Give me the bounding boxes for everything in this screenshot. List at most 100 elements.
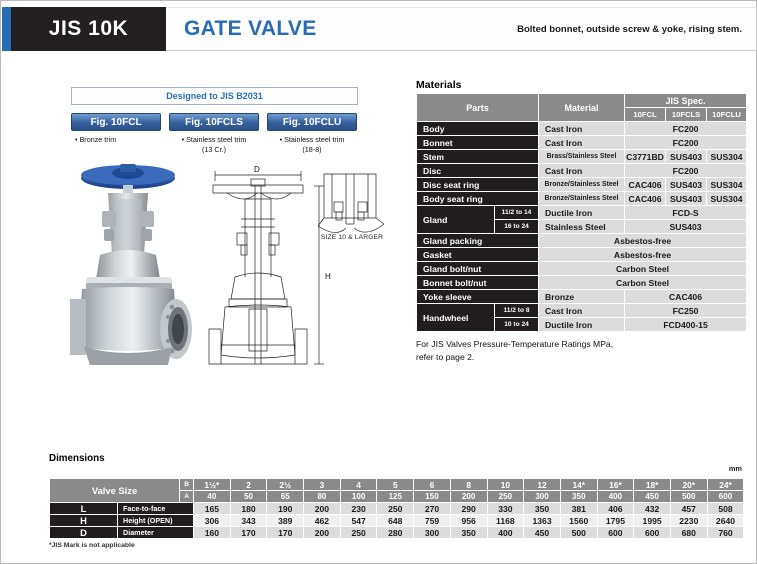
dimension-value: 500: [559, 526, 598, 539]
dimension-value: 432: [633, 502, 671, 515]
unit-label: mm: [728, 464, 742, 473]
dimension-name: Height (OPEN): [116, 514, 195, 527]
table-row: L Face-to-face 165 180 190 200 230 250 2…: [49, 502, 745, 515]
dimension-value: 547: [339, 514, 378, 527]
figure-title-bar: Fig. 10FCL: [71, 113, 161, 131]
header-spec-10fcls: 10FCLS: [665, 107, 708, 122]
figure-note: • Bronze trim: [71, 135, 161, 145]
part-material: Stainless Steel: [538, 219, 626, 234]
dimension-value: 160: [193, 526, 231, 539]
part-material: Bronze: [538, 289, 626, 304]
standard-label: JIS 10K: [48, 17, 129, 40]
figure-name: Fig. 10FCL: [90, 116, 142, 128]
part-spec: SUS403: [665, 177, 708, 192]
part-name: Stem: [415, 149, 540, 164]
part-spec: FC200: [624, 163, 748, 178]
size-a: 65: [266, 490, 305, 503]
part-name: Bonnet bolt/nut: [415, 275, 540, 290]
size-a: 40: [193, 490, 231, 503]
materials-header-row: Parts Material JIS Spec.: [415, 93, 748, 122]
table-row: H Height (OPEN) 306 343 389 462 547 648 …: [49, 514, 745, 527]
dimension-code: L: [49, 502, 118, 515]
part-spec: CAC406: [624, 289, 748, 304]
dimension-value: 290: [449, 502, 488, 515]
size-b: 8: [449, 478, 488, 491]
figure-note: • Stainless steel trim (18-8): [267, 135, 357, 154]
dimension-value: 1363: [523, 514, 561, 527]
header-material: Material: [538, 93, 626, 122]
part-spec: FC200: [624, 121, 748, 136]
size-a: 450: [633, 490, 671, 503]
part-size-range: 10 to 24: [493, 317, 540, 332]
dimension-value: 400: [486, 526, 525, 539]
dimension-code: H: [49, 514, 118, 527]
part-name: Gland: [416, 205, 495, 234]
part-spec: FCD400-15: [624, 317, 748, 332]
part-spec: FC250: [624, 303, 748, 318]
dimension-value: 170: [266, 526, 305, 539]
dimension-code: D: [49, 526, 118, 539]
dimension-value: 200: [303, 502, 341, 515]
size-b: 10: [486, 478, 525, 491]
dimension-value: 2640: [706, 514, 745, 527]
size-a: 100: [339, 490, 378, 503]
valve-size-header: Valve Size: [48, 478, 181, 503]
figure-title-bar: Fig. 10FCLU: [267, 113, 357, 131]
part-material: Cast Iron: [538, 121, 626, 136]
figure-note: • Stainless steel trim (13 Cr.): [169, 135, 259, 154]
table-row: 10 to 24 Ductile Iron FCD400-15: [417, 317, 748, 332]
figure-note-line2: (13 Cr.): [202, 144, 226, 154]
dimension-value: 270: [413, 502, 451, 515]
table-row: Stem Brass/Stainless Steel C3771BD SUS40…: [415, 149, 748, 164]
dimension-value: 389: [266, 514, 305, 527]
part-name: Gland bolt/nut: [415, 261, 540, 276]
dimension-value: 250: [339, 526, 378, 539]
part-name: Body seat ring: [415, 191, 540, 206]
dimension-value: 280: [376, 526, 415, 539]
table-row: Handwheel 11/2 to 8 Cast Iron FC250: [416, 303, 748, 332]
size-b: 18*: [633, 478, 671, 491]
dimension-value: 180: [229, 502, 268, 515]
page-header: JIS 10K GATE VALVE Bolted bonnet, outsid…: [2, 7, 757, 51]
part-spec: SUS403: [624, 219, 748, 234]
standard-badge: JIS 10K: [11, 7, 166, 51]
size-b: 24*: [706, 478, 745, 491]
size-b: 12: [523, 478, 561, 491]
dimension-value: 1168: [486, 514, 525, 527]
materials-subheader-row: 10FCL 10FCLS 10FCLU: [417, 107, 748, 122]
size-a: 350: [559, 490, 598, 503]
part-spec: C3771BD: [624, 149, 667, 164]
header-accent-bar: [2, 7, 11, 51]
dimension-value: 250: [376, 502, 415, 515]
materials-title: Materials: [416, 79, 462, 91]
valve-section-drawing: D H: [208, 165, 331, 365]
table-row: Body seat ring Bronze/Stainless Steel CA…: [415, 191, 748, 206]
size-b: 1½*: [193, 478, 231, 491]
table-row: Gasket Asbestos-free: [415, 247, 748, 262]
dimensions-header-row-b: Valve Size B 1½* 2 2½ 3 4 5 6 8 10 12 14…: [48, 478, 745, 503]
size-a: 50: [229, 490, 268, 503]
table-row: Bonnet bolt/nut Carbon Steel: [415, 275, 748, 290]
page-subtitle: Bolted bonnet, outside screw & yoke, ris…: [517, 23, 742, 35]
part-spec: Carbon Steel: [538, 261, 748, 276]
part-name: Disc seat ring: [415, 177, 540, 192]
part-material: Bronze/Stainless Steel: [538, 177, 626, 192]
header-title-area: GATE VALVE Bolted bonnet, outside screw …: [166, 7, 757, 51]
size-a: 600: [706, 490, 745, 503]
part-size-range: 11/2 to 8: [493, 303, 540, 318]
dimension-name: Diameter: [116, 526, 195, 539]
row-label-a: A: [179, 490, 195, 503]
dimension-value: 1995: [633, 514, 671, 527]
part-name: Disc: [415, 163, 540, 178]
size-a: 200: [449, 490, 488, 503]
detail-caption: SIZE 10 & LARGER: [320, 234, 384, 241]
header-spec-10fcl: 10FCL: [624, 107, 667, 122]
part-material: Brass/Stainless Steel: [538, 149, 626, 164]
part-spec: FCD-S: [624, 205, 748, 220]
table-row: Disc Cast Iron FC200: [415, 163, 748, 178]
part-spec: SUS403: [665, 149, 708, 164]
dimension-value: 457: [669, 502, 708, 515]
size-b: 16*: [596, 478, 635, 491]
table-row: D Diameter 160 170 170 200 250 280 300 3…: [49, 526, 745, 539]
header-parts: Parts: [415, 93, 540, 122]
